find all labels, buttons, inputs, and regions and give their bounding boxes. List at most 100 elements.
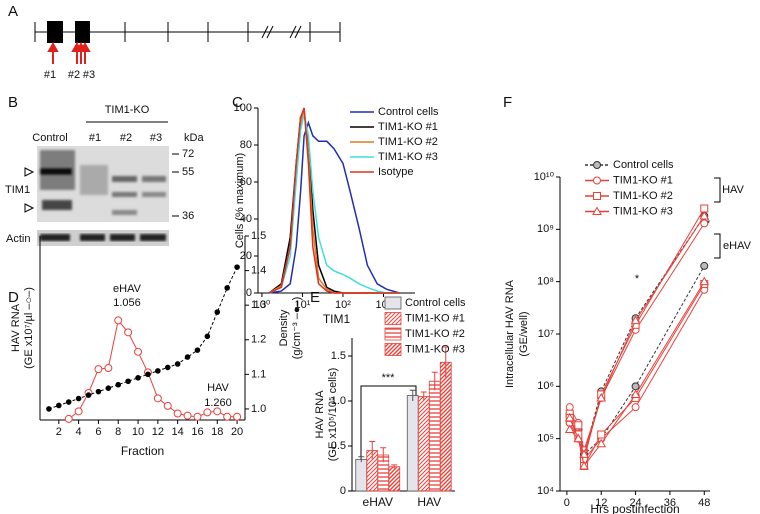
marker	[574, 421, 583, 430]
marker	[134, 347, 143, 356]
y2-axis-label: (g/cm⁻³ –●–)	[291, 297, 303, 360]
marker	[234, 264, 240, 270]
x-tick-label: 10⁰	[254, 299, 271, 311]
arrowhead	[24, 203, 35, 213]
marker	[565, 403, 574, 412]
legend-label: TIM1-KO #2	[613, 190, 673, 202]
marker	[630, 389, 641, 398]
y2-tick-label: 1.5	[251, 230, 266, 242]
site-label: #2	[68, 69, 80, 81]
error-bar	[431, 371, 438, 391]
marker	[193, 412, 202, 421]
marker	[579, 461, 589, 470]
legend-label: Control cells	[405, 297, 466, 309]
y-tick-label: 100	[234, 102, 252, 114]
marker	[564, 412, 575, 422]
marker	[124, 328, 133, 337]
marker	[173, 409, 182, 418]
legend-swatch	[384, 296, 402, 310]
legend-swatch	[384, 343, 402, 356]
y-tick-label: 0.5	[331, 440, 346, 452]
blot-bands	[40, 150, 166, 215]
panel-label: A	[8, 3, 18, 20]
marker	[596, 392, 607, 402]
marker	[94, 365, 103, 374]
marker	[700, 219, 709, 228]
marker-label: 72	[182, 148, 194, 160]
marker	[700, 204, 709, 213]
legend-marker	[593, 161, 601, 169]
lane-label: #3	[150, 132, 162, 144]
y-axis-label: (GE x10⁵/10⁵ cells)	[327, 368, 339, 461]
y-tick-label: 10⁶	[537, 380, 554, 392]
significance-bracket	[360, 385, 417, 460]
marker	[564, 424, 575, 433]
marker	[183, 411, 192, 420]
y-axis-label: HAV RNA	[314, 390, 326, 439]
marker	[223, 412, 232, 421]
marker	[125, 378, 131, 385]
y-tick-label: 80	[240, 139, 252, 151]
annotation: ***	[382, 372, 396, 384]
legend-swatch	[384, 312, 402, 325]
legend-label: TIM1-KO #1	[405, 312, 465, 324]
exon	[75, 21, 90, 43]
marker	[115, 381, 122, 388]
marker	[105, 385, 112, 391]
y2-tick-label: 1.2	[251, 334, 266, 346]
x-tick-label: 12	[152, 426, 164, 438]
x-tick-label: 10²	[335, 299, 351, 311]
gene-ticks	[34, 22, 341, 42]
legend-label: TIM1-KO #2	[405, 328, 465, 340]
marker	[135, 375, 141, 381]
annotation: *	[635, 273, 640, 285]
legend-swatch	[384, 327, 402, 341]
marker	[85, 392, 92, 398]
x-tick-label: 12	[595, 497, 607, 509]
y-tick-label: 0	[246, 287, 252, 299]
legend-label: TIM1-KO #2	[378, 136, 438, 148]
marker	[64, 414, 73, 423]
marker	[46, 406, 52, 412]
marker	[233, 412, 242, 421]
annotation: 1.260	[204, 397, 232, 409]
actin-bands	[40, 234, 166, 241]
legend-label: Control cells	[378, 106, 439, 118]
y-tick-label: 10¹⁰	[534, 171, 555, 183]
marker-label: 36	[182, 210, 194, 222]
y-tick-label: 0	[340, 485, 346, 497]
y-tick-label: 1.5	[331, 350, 346, 362]
bracket	[714, 177, 721, 203]
error-bar	[420, 391, 427, 401]
site-label: #3	[83, 69, 95, 81]
y-tick-label: 60	[240, 176, 252, 188]
marker	[194, 347, 201, 353]
marker	[204, 333, 211, 340]
marker	[631, 382, 640, 391]
error-bar	[409, 389, 416, 401]
panel-label: B	[8, 94, 18, 111]
bar	[417, 396, 430, 492]
unit-label: kDa	[184, 132, 204, 144]
marker	[203, 408, 212, 417]
y2-tick-label: 1.0	[251, 403, 266, 415]
legend-label: TIM1-KO #3	[405, 343, 465, 355]
marker	[174, 361, 181, 367]
y-tick-label: 40	[240, 213, 252, 225]
x-tick-label: 8	[115, 426, 121, 438]
y2-tick-label: 1.3	[251, 299, 266, 311]
bar	[439, 361, 452, 492]
marker	[630, 315, 641, 325]
marker	[699, 210, 710, 220]
bar	[406, 395, 419, 492]
lane-label: #1	[89, 132, 101, 144]
bracket	[714, 233, 721, 259]
group-label: TIM1-KO	[105, 104, 150, 116]
x-tick-label: 10¹	[294, 299, 310, 311]
site-arrows	[47, 41, 91, 64]
row-label: Actin	[6, 233, 30, 245]
x-axis-label: TIM1	[323, 312, 351, 326]
marker	[213, 407, 222, 416]
panel-label: F	[503, 94, 512, 111]
marker	[700, 261, 709, 270]
